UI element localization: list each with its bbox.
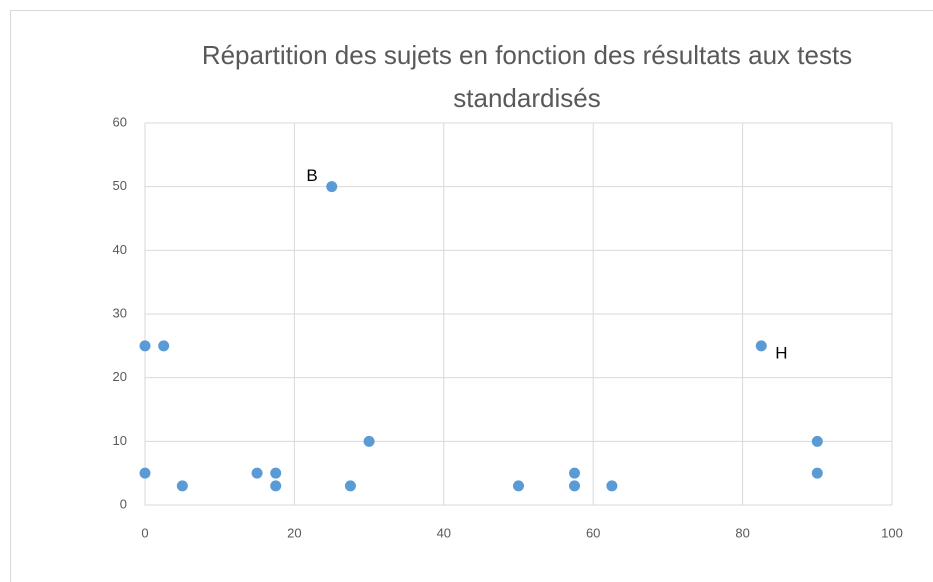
y-tick-label: 0 xyxy=(120,496,127,511)
point xyxy=(251,467,263,479)
x-tick-label: 80 xyxy=(735,525,749,540)
point xyxy=(326,181,338,193)
point xyxy=(270,467,282,479)
x-tick-label: 100 xyxy=(881,525,903,540)
y-tick-label: 30 xyxy=(113,305,127,320)
y-tick-label: 50 xyxy=(113,178,127,193)
x-tick-label: 0 xyxy=(141,525,148,540)
chart-title: Répartition des sujets en fonction des r… xyxy=(201,40,853,113)
point xyxy=(569,467,581,479)
y-tick-label: 20 xyxy=(113,369,127,384)
point xyxy=(270,480,282,492)
point xyxy=(569,480,581,492)
y-tick-label: 40 xyxy=(113,242,127,257)
annotation: B xyxy=(306,166,317,185)
chart-border xyxy=(10,10,933,582)
point xyxy=(158,340,170,352)
y-tick-label: 10 xyxy=(113,433,127,448)
point xyxy=(344,480,356,492)
x-tick-label: 60 xyxy=(586,525,600,540)
x-tick-label: 20 xyxy=(287,525,301,540)
point xyxy=(363,435,375,447)
y-tick-label: 60 xyxy=(113,114,127,129)
point xyxy=(513,480,524,492)
point xyxy=(811,467,823,479)
annotation: H xyxy=(775,343,787,362)
point xyxy=(139,340,151,352)
point xyxy=(139,467,151,479)
x-tick-label: 40 xyxy=(437,525,451,540)
point xyxy=(755,340,767,352)
point xyxy=(606,480,618,492)
point xyxy=(811,435,823,447)
point xyxy=(176,480,188,492)
